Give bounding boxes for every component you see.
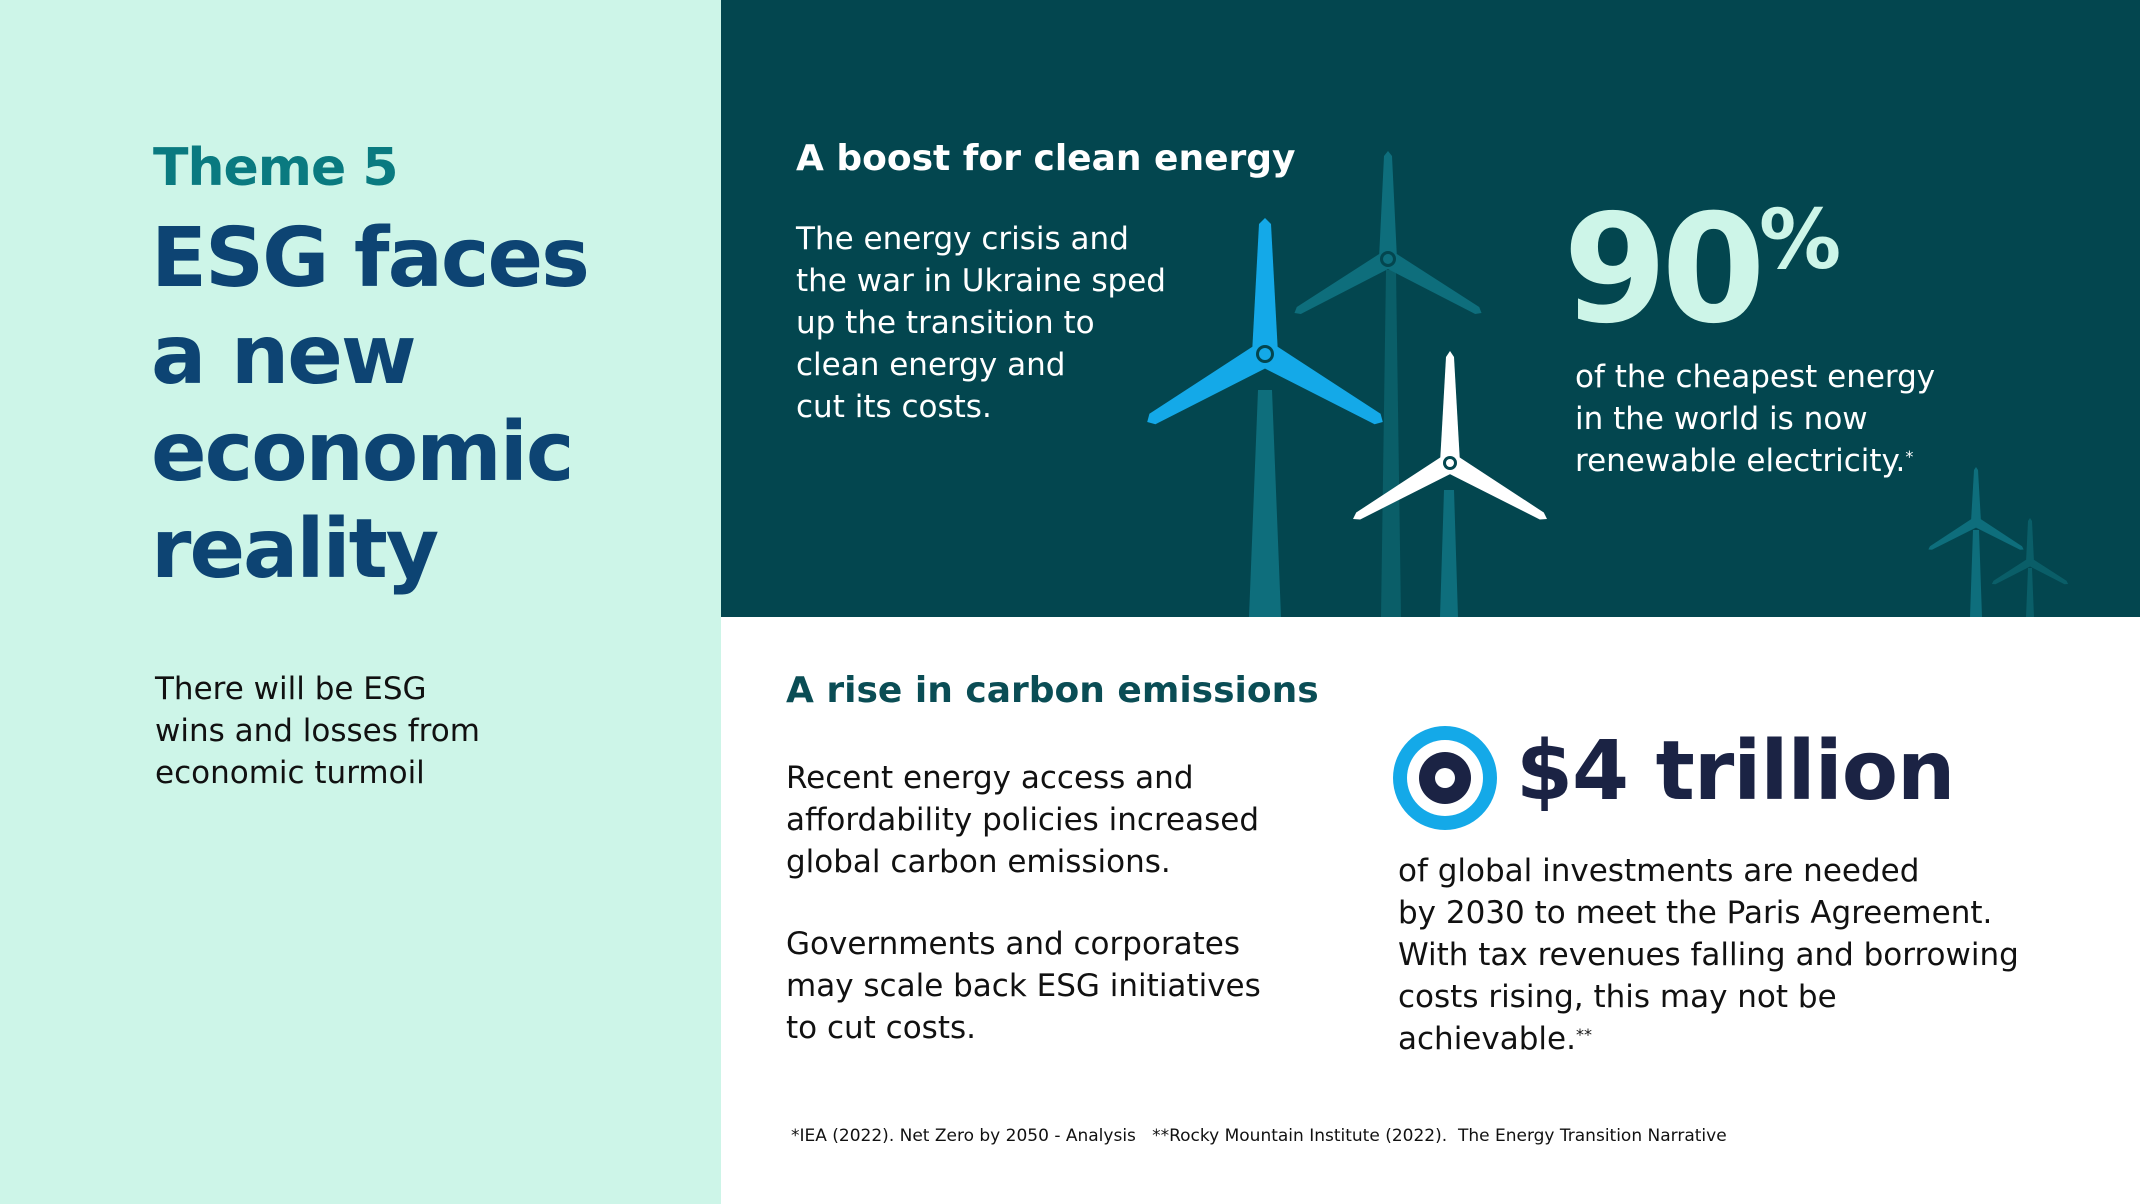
left-panel: Theme 5 ESG faces a new economic reality… xyxy=(0,0,721,1204)
theme-label: Theme 5 xyxy=(153,138,398,198)
stat-line: by 2030 to meet the Paris Agreement. xyxy=(1398,895,1993,931)
footnote-mark: * xyxy=(1905,447,1914,466)
body-line: cut its costs. xyxy=(796,389,992,425)
body-line: Governments and corporates xyxy=(786,926,1241,962)
page-title: ESG faces a new economic reality xyxy=(151,210,691,598)
wind-turbine-icon xyxy=(1147,151,2069,617)
wind-turbine-icon xyxy=(1353,351,1547,617)
body-line: up the transition to xyxy=(796,305,1095,341)
body-line: clean energy and xyxy=(796,347,1066,383)
clean-energy-panel: A boost for clean energy The energy cris… xyxy=(721,0,2140,617)
body-line: the war in Ukraine sped xyxy=(796,263,1166,299)
title-line: ESG faces xyxy=(151,211,590,306)
intro-line: economic turmoil xyxy=(155,755,425,791)
footnote: *IEA (2022). Net Zero by 2050 - Analysis… xyxy=(791,1126,1727,1146)
wind-turbine-icon xyxy=(1147,218,1383,617)
renewable-stat-value: 90 xyxy=(1563,183,1766,357)
title-line: reality xyxy=(151,502,439,597)
clean-energy-heading: A boost for clean energy xyxy=(796,138,1296,179)
stat-line-text: renewable electricity. xyxy=(1575,443,1906,479)
renewable-stat-description: of the cheapest energy in the world is n… xyxy=(1575,356,2015,482)
body-line: to cut costs. xyxy=(786,1010,976,1046)
paragraph: Recent energy access and affordability p… xyxy=(786,757,1306,883)
body-line: global carbon emissions. xyxy=(786,844,1171,880)
clean-energy-body: The energy crisis and the war in Ukraine… xyxy=(796,218,1196,428)
intro-line: wins and losses from xyxy=(155,713,480,749)
stat-line-text: costs rising, this may not be achievable… xyxy=(1398,979,1837,1057)
stat-line: of the cheapest energy xyxy=(1575,359,1936,395)
stat-line: With tax revenues falling and borrowing xyxy=(1398,937,2019,973)
paragraph: Governments and corporates may scale bac… xyxy=(786,923,1306,1049)
body-line: Recent energy access and xyxy=(786,760,1194,796)
wind-turbine-icon xyxy=(1991,518,2069,617)
intro-line: There will be ESG xyxy=(155,671,427,707)
stat-line: in the world is now xyxy=(1575,401,1868,437)
body-line: affordability policies increased xyxy=(786,802,1260,838)
stat-line: of global investments are needed xyxy=(1398,853,1920,889)
title-line: economic xyxy=(151,405,574,500)
body-line: The energy crisis and xyxy=(796,221,1129,257)
stat-line: costs rising, this may not be achievable… xyxy=(1398,976,2038,1060)
wind-turbine-icon xyxy=(1928,467,2024,617)
intro-text: There will be ESG wins and losses from e… xyxy=(155,668,575,794)
investment-stat-value: $4 trillion xyxy=(1516,724,1955,819)
stat-line: renewable electricity.* xyxy=(1575,440,2015,482)
title-line: a new xyxy=(151,308,417,403)
footnote-mark: ** xyxy=(1575,1025,1592,1044)
carbon-emissions-heading: A rise in carbon emissions xyxy=(786,670,1319,711)
investment-stat-description: of global investments are needed by 2030… xyxy=(1398,850,2038,1060)
wind-turbine-icon xyxy=(1294,151,1482,617)
carbon-emissions-body: Recent energy access and affordability p… xyxy=(786,757,1306,1089)
body-line: may scale back ESG initiatives xyxy=(786,968,1261,1004)
renewable-stat-unit: % xyxy=(1759,193,1842,288)
target-icon xyxy=(1393,726,1497,830)
